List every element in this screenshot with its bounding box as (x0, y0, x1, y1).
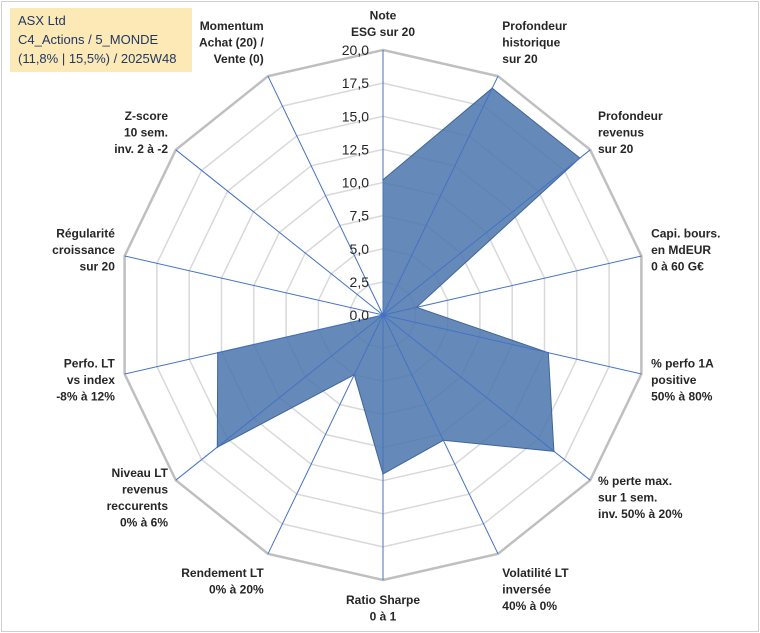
axis-label: Momentum Achat (20) / Vente (0) (199, 19, 264, 66)
axis-label-line: Niveau LT (112, 466, 169, 480)
axis-spoke (382, 255, 642, 316)
axis-label-line: inv. 50% à 20% (598, 507, 683, 521)
axis-label: Niveau LT revenus reccurents 0% à 6% (107, 466, 169, 530)
radar-series (216, 87, 581, 475)
axis-label-line: positive (651, 373, 697, 387)
axis-label-line: Z-score (125, 109, 169, 123)
axis-label-line: revenus (122, 482, 168, 496)
title-stats: (11,8% | 15,5%) / 2025W48 (18, 51, 177, 66)
axis-label-line: 0 à 60 G€ (651, 259, 704, 273)
radar-spokes (124, 50, 642, 580)
axis-label-line: Volatilité LT (502, 566, 569, 580)
axis-label-line: 0 à 1 (370, 610, 397, 624)
axis-spoke (175, 149, 384, 316)
axis-label-line: vs index (67, 373, 115, 387)
tick-label: 10,0 (342, 175, 369, 191)
axis-label-line: Perfo. LT (64, 357, 116, 371)
axis-label-line: historique (502, 36, 560, 50)
axis-label-line: Note (370, 9, 397, 23)
axis-label-line: % perfo 1A (651, 357, 714, 371)
axis-label-line: 0% à 6% (120, 515, 168, 529)
axis-label-line: en MdEUR (651, 243, 711, 257)
axis-label-line: inv. 2 à -2 (114, 142, 168, 156)
axis-label-line: ESG sur 20 (351, 25, 415, 39)
axis-label-line: Régularité (56, 226, 115, 240)
axis-label: Rendement LT 0% à 20% (181, 566, 264, 597)
axis-label: Profondeur revenus sur 20 (598, 109, 663, 156)
axis-label-line: Ratio Sharpe (346, 593, 420, 607)
axis-label-line: Profondeur (502, 19, 567, 33)
axis-label-line: 0% à 20% (209, 582, 264, 596)
tick-label: 0,0 (350, 307, 370, 323)
axis-label: Régularité croissance sur 20 (52, 226, 115, 273)
axis-spoke (382, 314, 591, 481)
tick-label: 5,0 (350, 241, 370, 257)
axis-label: Perfo. LT vs index -8% à 12% (56, 357, 115, 404)
axis-label: Z-score 10 sem. inv. 2 à -2 (114, 109, 168, 156)
axis-label-line: Rendement LT (181, 566, 264, 580)
tick-label: 12,5 (342, 141, 369, 157)
axis-spoke (124, 255, 384, 316)
axis-spoke (382, 314, 499, 555)
axis-label: % perte max. sur 1 sem. inv. 50% à 20% (598, 474, 683, 521)
axis-spoke (124, 314, 384, 375)
tick-label: 17,5 (342, 75, 369, 91)
tick-label: 2,5 (350, 274, 370, 290)
axis-label-line: inversée (502, 582, 551, 596)
axis-label-line: 40% à 0% (502, 599, 557, 613)
axis-label-line: revenus (598, 125, 644, 139)
axis-label-line: sur 1 sem. (598, 491, 657, 505)
chart-title-box: ASX Ltd C4_Actions / 5_MONDE (11,8% | 15… (10, 8, 192, 72)
axis-label-line: sur 20 (502, 52, 538, 66)
axis-label-line: % perte max. (598, 474, 672, 488)
title-portfolio: C4_Actions / 5_MONDE (18, 32, 159, 47)
axis-spoke (267, 75, 384, 316)
axis-label-line: Achat (20) / (199, 36, 264, 50)
axis-label: Capi. bours. en MdEUR 0 à 60 G€ (651, 226, 720, 273)
axis-label-line: Capi. bours. (651, 226, 720, 240)
tick-label: 20,0 (342, 42, 369, 58)
axis-label: Note ESG sur 20 (351, 9, 415, 40)
axis-spoke (267, 314, 384, 555)
tick-label: 7,5 (350, 208, 370, 224)
axis-label-line: sur 20 (80, 259, 116, 273)
axis-label-line: Momentum (200, 19, 264, 33)
radar-axis-labels: Note ESG sur 20 Profondeur historique sur 20… (52, 9, 720, 624)
axis-spoke (382, 149, 591, 316)
title-company: ASX Ltd (18, 13, 66, 28)
axis-label-line: 50% à 80% (651, 390, 713, 404)
axis-label-line: croissance (52, 243, 115, 257)
axis-label: Volatilité LT inversée 40% à 0% (502, 566, 569, 613)
axis-spoke (382, 75, 499, 316)
axis-spoke (382, 314, 642, 375)
axis-label-line: Profondeur (598, 109, 663, 123)
axis-label-line: -8% à 12% (56, 390, 115, 404)
axis-label: % perfo 1A positive 50% à 80% (651, 357, 714, 404)
tick-label: 15,0 (342, 108, 369, 124)
axis-label: Profondeur historique sur 20 (502, 19, 567, 66)
axis-label-line: Vente (0) (214, 52, 264, 66)
series-area (216, 87, 581, 475)
radar-tick-labels: 0,0 2,5 5,0 7,5 10,0 12,5 15,0 17,5 20,0 (342, 42, 369, 323)
axis-label-line: reccurents (107, 499, 169, 513)
axis-label-line: 10 sem. (124, 125, 168, 139)
axis-spoke (175, 314, 384, 481)
axis-label: Ratio Sharpe 0 à 1 (346, 593, 420, 624)
axis-label-line: sur 20 (598, 142, 634, 156)
